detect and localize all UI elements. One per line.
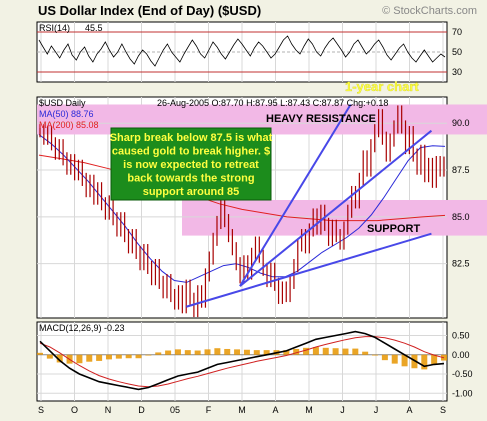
macd-tick-label: 0.00 [452,350,470,360]
macd-histogram-bar [352,348,359,355]
annotation-line: is now expected to retreat [123,159,259,171]
x-tick-label: O [71,405,78,415]
annotation-line: back towards the strong [127,173,254,185]
support-band [182,200,487,236]
annotation-text: Sharp break below 87.5 is what caused gol… [110,132,273,198]
macd-histogram-bar [362,351,369,355]
price-series-label: $USD Daily [39,98,86,108]
macd-histogram-bar [234,349,241,355]
macd-histogram-bar [421,354,428,370]
macd-histogram-bar [194,350,201,355]
annotation-box [110,127,272,201]
rsi-tick-label: 30 [452,67,462,77]
macd-histogram-bar [312,347,319,355]
macd-histogram-bar [105,354,112,360]
macd-histogram-bar [125,354,132,359]
macd-histogram-bar [76,354,83,364]
macd-histogram-bar [184,350,191,355]
macd-histogram-bar [372,354,379,356]
rsi-value: 45.5 [85,23,103,33]
annotation-line: caused gold to break higher. $ [112,146,270,158]
ma200-label: MA(200) 85.08 [39,120,99,130]
macd-histogram-bar [174,349,181,355]
macd-tick-label: 0.50 [452,330,470,340]
x-tick-label: J [374,405,379,415]
macd-histogram-bar [135,354,142,359]
x-tick-label: A [272,405,278,415]
trendline [185,232,432,308]
macd-histogram-bar [431,354,438,365]
macd-histogram-bar [56,354,63,363]
rsi-label: RSI(14) [39,23,70,33]
macd-histogram-bar [46,354,53,359]
x-tick-label: J [340,405,345,415]
price-info: 26-Aug-2005 O:87.70 H:87.95 L:87.43 C:87… [157,98,388,108]
one-year-label: 1-year chart [345,79,419,94]
ma50-line [38,134,446,283]
rsi-line [38,35,446,67]
macd-histogram-bar [204,349,211,355]
macd-histogram-bar [253,350,260,355]
chart-title: US Dollar Index (End of Day) ($USD) [38,3,262,18]
brand-logo: © StockCharts.com [382,5,477,17]
ma200-line [38,154,446,222]
macd-histogram-bar [332,348,339,355]
price-tick-label: 82.5 [452,259,470,269]
macd-histogram-bar [381,354,388,361]
macd-histogram-bar [115,354,122,359]
macd-histogram-bar [243,349,250,355]
macd-histogram-bar [342,348,349,355]
macd-histogram-bar [96,354,103,361]
price-tick-label: 87.5 [452,165,470,175]
macd-line [39,330,445,391]
support-label: SUPPORT [367,223,420,235]
macd-histogram-bar [224,348,231,355]
macd-tick-label: -1.00 [452,388,473,398]
trendline [239,129,433,287]
macd-label: MACD(12,26,9) -0.23 [39,323,125,333]
macd-signal-line [39,336,445,388]
macd-histogram-bar [263,350,270,355]
ma50-label: MA(50) 88.76 [39,109,94,119]
trendline [239,103,352,287]
macd-histogram-bar [322,347,329,355]
x-tick-label: D [138,405,145,415]
macd-histogram-bar [283,350,290,355]
rsi-tick-label: 70 [452,27,462,37]
macd-histogram-bar [303,347,310,355]
macd-histogram-bar [155,352,162,355]
macd-histogram-bar [145,354,152,356]
macd-histogram-bar [411,354,418,369]
heavy-resistance-label: HEAVY RESISTANCE [266,113,376,125]
x-tick-label: A [406,405,412,415]
macd-histogram-bar [391,354,398,364]
macd-histogram-bar [293,348,300,355]
annotation-line: support around 85 [143,186,240,198]
x-tick-label: M [305,405,313,415]
price-tick-label: 85.0 [452,212,470,222]
x-tick-label: 05 [170,405,180,415]
rsi-tick-label: 50 [452,47,462,57]
macd-histogram-bar [37,352,43,355]
macd-histogram-bar [86,354,93,362]
x-tick-label: S [38,405,44,415]
x-tick-label: S [440,405,446,415]
price-tick-label: 90.0 [452,118,470,128]
macd-histogram-bar [401,354,408,367]
x-tick-label: M [238,405,246,415]
macd-histogram-bar [165,350,172,355]
macd-tick-label: -0.50 [452,369,473,379]
x-tick-label: F [206,405,212,415]
x-tick-label: N [105,405,112,415]
macd-histogram-bar [214,348,221,355]
annotation-line: Sharp break below 87.5 is what [110,132,273,144]
